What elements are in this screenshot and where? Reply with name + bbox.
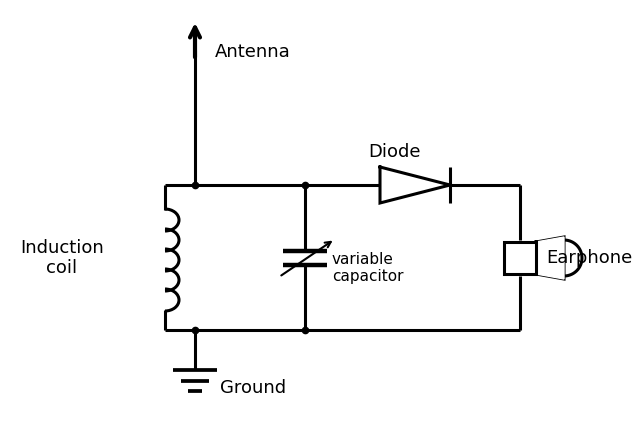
Polygon shape xyxy=(536,237,564,279)
Text: Antenna: Antenna xyxy=(215,43,291,61)
Text: Ground: Ground xyxy=(220,379,286,397)
Text: Earphone: Earphone xyxy=(546,249,632,267)
Text: Induction
coil: Induction coil xyxy=(20,238,104,278)
Text: variable
capacitor: variable capacitor xyxy=(332,252,403,284)
Text: Diode: Diode xyxy=(368,143,420,161)
Bar xyxy=(504,242,536,274)
